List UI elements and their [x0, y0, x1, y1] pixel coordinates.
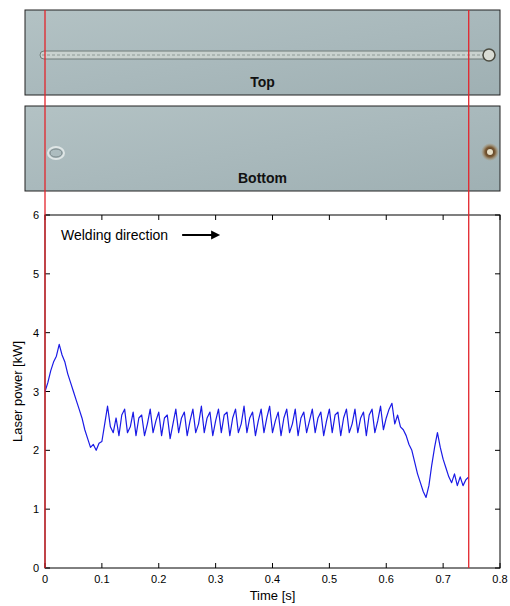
x-tick-label: 0 — [42, 573, 48, 585]
start-spot-edge — [50, 149, 62, 157]
weld-photo: Top — [25, 10, 500, 95]
y-tick-label: 2 — [33, 444, 39, 456]
x-tick-label: 0.2 — [151, 573, 166, 585]
y-tick-right — [495, 509, 500, 510]
x-tick — [386, 563, 387, 568]
plot-frame — [45, 215, 500, 568]
root-spot-core — [487, 149, 493, 155]
x-tick-label: 0.3 — [208, 573, 223, 585]
x-tick-label: 0.1 — [94, 573, 109, 585]
x-tick-top — [101, 215, 102, 220]
y-tick-right — [495, 450, 500, 451]
y-tick-right — [495, 391, 500, 392]
x-tick — [329, 563, 330, 568]
y-tick-right — [495, 568, 500, 569]
y-tick-label: 6 — [33, 209, 39, 221]
x-tick-label: 0.8 — [492, 573, 507, 585]
end-crater — [483, 49, 495, 61]
x-tick-label: 0.5 — [322, 573, 337, 585]
annotation: Welding direction — [61, 227, 168, 243]
marker-line — [44, 10, 45, 568]
bead-ripple — [42, 55, 492, 56]
photo-label: Bottom — [238, 170, 287, 186]
y-tick — [45, 273, 50, 274]
x-tick-top — [329, 215, 330, 220]
x-tick-top — [215, 215, 216, 220]
direction-arrow — [182, 234, 214, 236]
x-tick-top — [272, 215, 273, 220]
y-tick-label: 4 — [33, 327, 39, 339]
figure: Top Bottom 0 0.1 0.2 0.3 0.4 0.5 0.6 0.7 0.8 0 1 2 3 4 5… — [0, 0, 510, 606]
y-tick — [45, 215, 50, 216]
photo-frame — [25, 10, 500, 95]
x-tick-label: 0.4 — [265, 573, 280, 585]
y-tick — [45, 450, 50, 451]
y-axis-title: Laser power [kW] — [10, 341, 25, 442]
x-tick — [215, 563, 216, 568]
x-tick — [272, 563, 273, 568]
y-tick — [45, 568, 50, 569]
y-tick — [45, 332, 50, 333]
y-tick-right — [495, 215, 500, 216]
y-tick — [45, 509, 50, 510]
x-tick-label: 0.7 — [435, 573, 450, 585]
y-tick-label: 0 — [33, 562, 39, 574]
marker-line — [468, 10, 469, 568]
y-tick — [45, 391, 50, 392]
direction-arrowhead — [211, 231, 220, 240]
x-tick-label: 0.6 — [379, 573, 394, 585]
start-spot — [48, 147, 64, 159]
data-group — [45, 344, 469, 497]
y-tick-label: 3 — [33, 386, 39, 398]
weld-photo: Bottom — [25, 106, 500, 191]
x-tick-top — [158, 215, 159, 220]
y-tick-label: 1 — [33, 503, 39, 515]
x-tick-top — [386, 215, 387, 220]
y-tick-right — [495, 273, 500, 274]
y-tick-label: 5 — [33, 268, 39, 280]
weld-bead — [40, 51, 495, 59]
x-tick-top — [500, 215, 501, 220]
photo-frame — [25, 106, 500, 191]
power-line — [45, 344, 469, 497]
x-tick — [500, 563, 501, 568]
x-tick-top — [443, 215, 444, 220]
photo-label: Top — [250, 74, 275, 90]
x-tick — [158, 563, 159, 568]
x-axis-title: Time [s] — [250, 588, 296, 603]
root-spot — [481, 143, 499, 161]
y-tick-right — [495, 332, 500, 333]
x-tick — [443, 563, 444, 568]
x-tick — [101, 563, 102, 568]
